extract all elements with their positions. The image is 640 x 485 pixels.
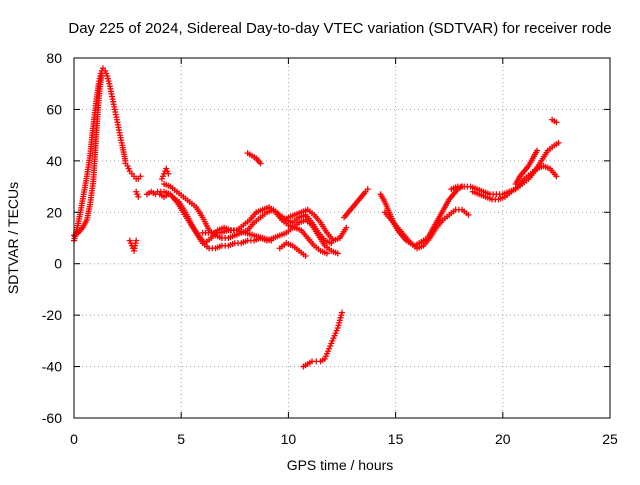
data-point-arc-2 — [98, 70, 105, 77]
data-point-arc-13 — [343, 224, 350, 231]
x-tick-labels: 0 5 10 15 20 25 — [70, 431, 618, 447]
data-point-arc-3 — [137, 173, 144, 180]
data-point-arc-16 — [364, 186, 371, 193]
x-tick-label: 5 — [177, 431, 185, 447]
data-point-arc-11 — [268, 237, 275, 244]
y-axis-label: SDTVAR / TECUs — [5, 182, 21, 294]
data-point-arc-19 — [555, 139, 562, 146]
y-tick-label: 60 — [46, 101, 62, 117]
y-tick-label: -60 — [42, 410, 62, 426]
y-tick-label: 20 — [46, 204, 62, 220]
data-point-arc-7 — [165, 170, 172, 177]
data-markers — [71, 65, 562, 370]
axis-ticks — [73, 57, 611, 419]
y-tick-label: 80 — [46, 50, 62, 66]
y-tick-label: -40 — [42, 359, 62, 375]
data-point-arc-10 — [323, 250, 330, 257]
data-point-arc-5 — [135, 193, 142, 200]
data-point-arc-20 — [553, 173, 560, 180]
x-tick-label: 0 — [70, 431, 78, 447]
y-tick-label: -20 — [42, 307, 62, 323]
data-point-arc-18 — [465, 211, 472, 218]
data-point-arc-8 — [334, 250, 341, 257]
x-tick-label: 20 — [495, 431, 511, 447]
plot-frame — [73, 57, 611, 419]
y-tick-labels: -60 -40 -20 0 20 40 60 80 — [42, 50, 62, 426]
data-point-arc-15 — [339, 309, 345, 316]
x-tick-label: 15 — [388, 431, 404, 447]
data-point-arc-12 — [257, 160, 264, 167]
data-point-arc-14 — [302, 253, 309, 259]
chart-title: Day 225 of 2024, Sidereal Day-to-day VTE… — [68, 20, 611, 37]
y-tick-label: 40 — [46, 153, 62, 169]
data-point-arc-4 — [133, 237, 140, 244]
data-point-arc-21 — [534, 147, 541, 154]
data-point-arc-22 — [553, 119, 560, 126]
y-tick-label: 0 — [54, 256, 62, 272]
x-tick-label: 10 — [281, 431, 297, 447]
x-axis-label: GPS time / hours — [287, 457, 394, 473]
x-tick-label: 25 — [602, 431, 618, 447]
